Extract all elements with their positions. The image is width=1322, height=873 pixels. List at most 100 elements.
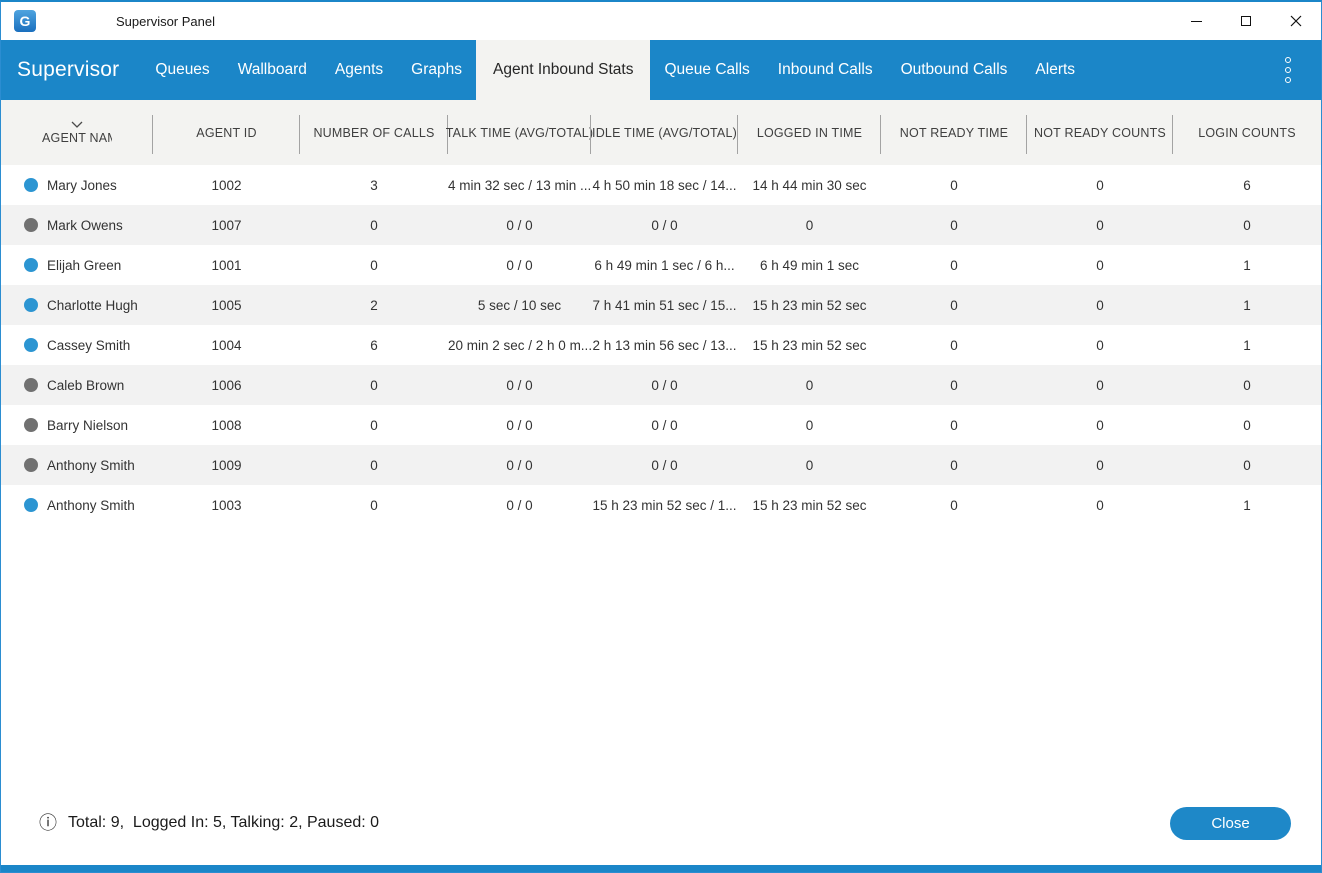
not-ready-counts: 0 [1096,457,1104,473]
idle-time: 0 / 0 [651,217,678,233]
minimize-button[interactable] [1171,2,1221,40]
column-label: AGENT NAME [42,130,112,145]
logged-in-time: 0 [805,417,814,433]
agent-id: 1004 [211,337,242,353]
tab-graphs[interactable]: Graphs [411,61,463,78]
agent-name-cell: Barry Nielson [1,418,153,433]
maximize-button[interactable] [1221,2,1271,40]
number-of-calls: 3 [370,177,378,193]
bottom-accent-strip [1,865,1321,872]
talk-time: 0 / 0 [506,377,533,393]
number-of-calls: 0 [370,217,378,233]
talk-time: 20 min 2 sec / 2 h 0 m... [448,337,591,353]
column-header-idle-time[interactable]: IDLE TIME (AVG/TOTAL) [591,100,738,165]
agent-name-cell: Elijah Green [1,258,153,273]
agent-name: Caleb Brown [47,377,125,393]
agent-name-cell: Caleb Brown [1,378,153,393]
close-button[interactable]: Close [1170,806,1291,840]
agent-status-icon [24,258,38,272]
table-row[interactable]: Barry Nielson 1008 0 0 / 0 0 / 0 0 0 0 0 [1,405,1321,445]
agent-name-cell: Cassey Smith [1,338,153,353]
not-ready-time: 0 [950,177,958,193]
number-of-calls: 0 [370,377,378,393]
column-header-not-ready-counts[interactable]: NOT READY COUNTS [1027,100,1173,165]
logged-in-time: 0 [805,217,814,233]
not-ready-counts: 0 [1096,497,1104,513]
nav-tabs: Queues Wallboard Agents Graphs Agent Inb… [141,40,1089,100]
agent-id: 1009 [211,457,242,473]
table-row[interactable]: Anthony Smith 1009 0 0 / 0 0 / 0 0 0 0 0 [1,445,1321,485]
column-header-logged-in-time[interactable]: LOGGED IN TIME [738,100,881,165]
table-row[interactable]: Mary Jones 1002 3 4 min 32 sec / 13 min … [1,165,1321,205]
agent-name-cell: Mary Jones [1,178,153,193]
tab-agents[interactable]: Agents [334,61,384,78]
agent-name-cell: Mark Owens [1,218,153,233]
agent-id: 1002 [211,177,242,193]
column-header-login-counts[interactable]: LOGIN COUNTS [1198,125,1296,140]
not-ready-time: 0 [950,337,958,353]
login-counts: 0 [1243,417,1251,433]
maximize-icon [1241,16,1251,26]
number-of-calls: 2 [370,297,378,313]
vertical-dots-icon [1285,67,1291,73]
talk-time: 5 sec / 10 sec [477,297,562,313]
column-header-agent-name[interactable]: AGENT NAME [1,100,153,165]
table-row[interactable]: Anthony Smith 1003 0 0 / 0 15 h 23 min 5… [1,485,1321,525]
agent-status-icon [24,458,38,472]
overflow-menu-button[interactable] [1285,40,1291,100]
not-ready-counts: 0 [1096,257,1104,273]
login-counts: 6 [1243,177,1251,193]
tab-queues[interactable]: Queues [155,61,210,78]
agent-name: Barry Nielson [47,417,129,433]
tab-inbound-calls[interactable]: Inbound Calls [777,61,873,78]
logged-in-time: 15 h 23 min 52 sec [752,337,867,353]
tab-queue-calls[interactable]: Queue Calls [664,61,750,78]
column-header-talk-time[interactable]: TALK TIME (AVG/TOTAL) [446,100,593,165]
tab-agent-inbound-stats[interactable]: Agent Inbound Stats [476,40,651,100]
close-window-button[interactable] [1271,2,1321,40]
agent-name: Mary Jones [47,177,117,193]
agent-name: Cassey Smith [47,337,131,353]
app-logo-icon: G [14,10,36,32]
tab-outbound-calls[interactable]: Outbound Calls [900,61,1008,78]
login-counts: 1 [1243,257,1251,273]
not-ready-counts: 0 [1096,297,1104,313]
talk-time: 0 / 0 [506,457,533,473]
not-ready-time: 0 [950,497,958,513]
idle-time: 0 / 0 [651,457,678,473]
column-header-agent-id[interactable]: AGENT ID [153,100,300,165]
table-row[interactable]: Caleb Brown 1006 0 0 / 0 0 / 0 0 0 0 0 [1,365,1321,405]
logged-in-time: 15 h 23 min 52 sec [752,297,867,313]
navbar: Supervisor Queues Wallboard Agents Graph… [1,40,1321,100]
agent-name: Anthony Smith [47,457,135,473]
tab-wallboard[interactable]: Wallboard [237,61,307,78]
vertical-dots-icon [1285,57,1291,63]
not-ready-time: 0 [950,257,958,273]
sort-asc-icon [71,121,83,128]
not-ready-counts: 0 [1096,177,1104,193]
talk-time: 0 / 0 [506,257,533,273]
idle-time: 0 / 0 [651,377,678,393]
not-ready-time: 0 [950,457,958,473]
idle-time: 0 / 0 [651,417,678,433]
column-header-not-ready-time[interactable]: NOT READY TIME [881,100,1027,165]
agent-stats-table: Mary Jones 1002 3 4 min 32 sec / 13 min … [1,165,1321,525]
not-ready-time: 0 [950,297,958,313]
number-of-calls: 0 [370,457,378,473]
idle-time: 7 h 41 min 51 sec / 15... [592,297,737,313]
logged-in-time: 14 h 44 min 30 sec [752,177,867,193]
table-row[interactable]: Cassey Smith 1004 6 20 min 2 sec / 2 h 0… [1,325,1321,365]
table-row[interactable]: Mark Owens 1007 0 0 / 0 0 / 0 0 0 0 0 [1,205,1321,245]
agent-name-cell: Anthony Smith [1,498,153,513]
table-header: AGENT NAME AGENT ID NUMBER OF CALLS TALK… [1,100,1321,165]
not-ready-counts: 0 [1096,337,1104,353]
agent-name: Mark Owens [47,217,123,233]
agent-id: 1006 [211,377,242,393]
tab-alerts[interactable]: Alerts [1035,61,1076,78]
agent-id: 1001 [211,257,242,273]
table-row[interactable]: Elijah Green 1001 0 0 / 0 6 h 49 min 1 s… [1,245,1321,285]
table-row[interactable]: Charlotte Hugh 1005 2 5 sec / 10 sec 7 h… [1,285,1321,325]
agent-status-icon [24,498,38,512]
agent-status-icon [24,218,38,232]
column-header-number-of-calls[interactable]: NUMBER OF CALLS [300,100,448,165]
